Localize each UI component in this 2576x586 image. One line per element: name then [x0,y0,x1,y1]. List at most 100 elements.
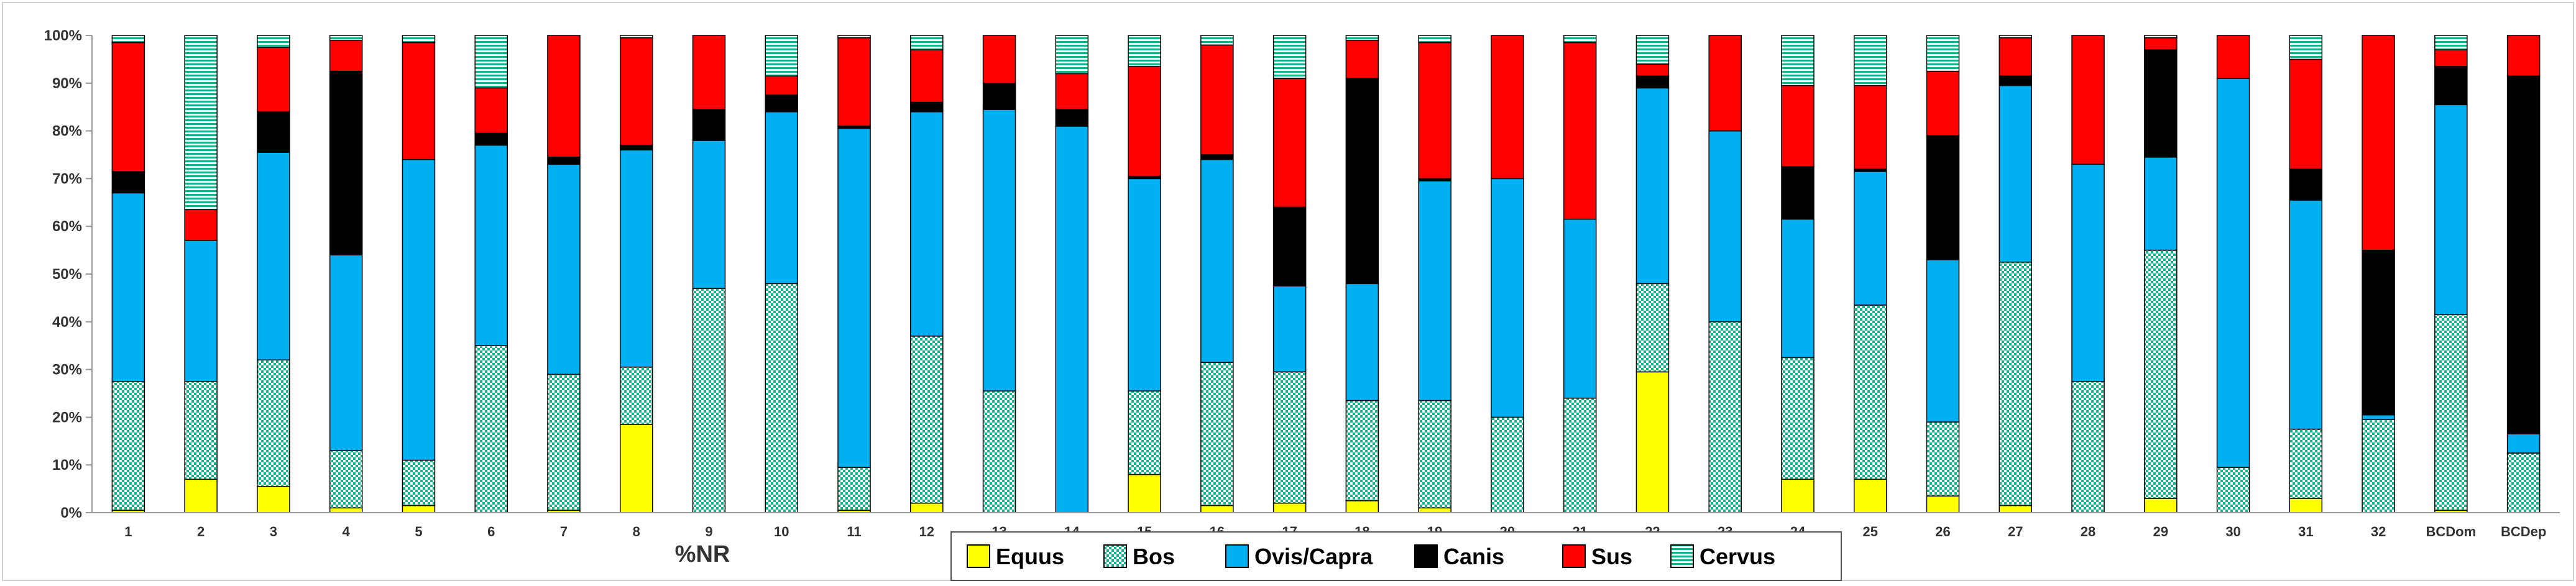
bar-segment-sus-29 [2144,37,2178,50]
bar-segment-ovis-capra-14 [1055,126,1089,513]
bar-segment-bos-29 [2144,249,2178,499]
bar-segment-cervus-3 [257,35,290,48]
bar-segment-ovis-capra-16 [1200,158,1234,363]
bar-segment-canis-31 [2289,168,2323,201]
bar-segment-ovis-capra-21 [1563,218,1597,399]
bar-segment-bos-1 [111,381,145,511]
bar-segment-ovis-capra-10 [765,111,799,285]
bar-segment-bos-bcdom [2434,314,2468,511]
bar-segment-ovis-capra-29 [2144,157,2178,251]
bar-segment-sus-20 [1491,35,1524,180]
bar-segment-bos-16 [1200,362,1234,506]
x-tick-label: 7 [560,524,568,539]
bar-segment-ovis-capra-18 [1345,283,1379,401]
bar-segment-bos-7 [547,373,581,511]
bar-segment-ovis-capra-31 [2289,199,2323,430]
bar-segment-sus-6 [474,87,508,134]
bar-segment-equus-22 [1635,371,1670,513]
bar-segment-bos-2 [184,381,218,480]
bar-segment-cervus-14 [1055,35,1089,75]
bar-segment-bos-bcdep [2506,452,2541,513]
bar-segment-bos-23 [1708,321,1742,513]
bar-segment-ovis-capra-bcdep [2506,433,2541,454]
x-tick-label: 32 [2371,524,2386,539]
bar-segment-bos-5 [402,459,436,506]
bar-segment-sus-16 [1200,44,1234,155]
bar-segment-cervus-12 [910,35,944,50]
x-tick-label: 9 [705,524,712,539]
bar-segment-sus-23 [1708,35,1742,132]
x-tick-label: 28 [2081,524,2095,539]
y-tick-label: 40% [52,314,82,331]
bar-segment-sus-13 [982,35,1016,84]
y-tick-label: 20% [52,409,82,426]
bar-segment-canis-9 [692,109,726,141]
bar-segment-ovis-capra-1 [111,192,145,382]
bar-segment-sus-32 [2362,35,2395,251]
bar-segment-cervus-1 [111,35,145,43]
bar-segment-sus-1 [111,42,145,172]
bar-segment-equus-24 [1781,478,1815,513]
bar-segment-sus-9 [692,35,726,110]
bar-segment-cervus-26 [1926,35,1960,72]
bar-segment-cervus-bcdom [2434,35,2468,50]
bar-segment-equus-27 [1999,505,2033,513]
bar-segment-cervus-31 [2289,35,2323,60]
bar-segment-cervus-27 [1999,35,2033,39]
bar-segment-cervus-25 [1853,35,1887,86]
x-tick-label: 10 [774,524,789,539]
bar-segment-cervus-8 [619,35,653,39]
x-tick-label: 25 [1862,524,1877,539]
bar-segment-sus-17 [1272,78,1307,208]
bar-segment-equus-16 [1200,505,1234,513]
bar-segment-sus-4 [329,39,363,72]
y-tick-label: 10% [52,457,82,474]
bar-segment-bos-9 [692,288,726,513]
bar-segment-canis-13 [982,83,1016,110]
legend-label-canis: Canis [1443,544,1504,569]
bar-segment-cervus-16 [1200,35,1234,46]
bar-segment-canis-6 [474,132,508,146]
x-tick-label: BCDom [2426,524,2477,539]
bar-segment-cervus-22 [1635,35,1670,65]
bar-segment-ovis-capra-20 [1491,178,1524,418]
bar-segment-bos-10 [765,283,799,513]
bar-segment-ovis-capra-24 [1781,218,1815,359]
bar-segment-sus-25 [1853,85,1887,170]
legend-swatch-ovis-capra [1225,544,1249,568]
bar-segment-sus-12 [910,49,944,103]
bar-segment-bos-18 [1345,400,1379,501]
bar-segment-ovis-capra-30 [2216,78,2250,468]
bar-segment-canis-26 [1926,135,1960,260]
bar-segment-sus-5 [402,42,436,160]
x-tick-label: 3 [270,524,277,539]
bar-segment-ovis-capra-22 [1635,87,1670,285]
bar-segment-cervus-4 [329,35,363,41]
bar-segment-ovis-capra-25 [1853,171,1887,306]
x-tick-label: BCDep [2501,524,2546,539]
bar-segment-canis-3 [257,111,290,153]
bar-segment-equus-31 [2289,498,2323,513]
bar-segment-bos-15 [1128,390,1161,475]
bar-segment-equus-4 [329,507,363,513]
x-tick-label: 29 [2153,524,2168,539]
bar-segment-canis-8 [619,144,653,151]
bar-segment-canis-32 [2362,249,2395,416]
y-tick-label: 60% [52,218,82,235]
bar-segment-ovis-capra-15 [1128,178,1161,391]
bar-segment-equus-3 [257,486,290,513]
bar-segment-equus-2 [184,478,218,513]
legend-label-ovis-capra: Ovis/Capra [1254,544,1373,569]
bar-segment-ovis-capra-19 [1418,180,1451,401]
bar-segment-canis-24 [1781,166,1815,220]
bar-segment-cervus-21 [1563,35,1597,43]
bar-segment-sus-11 [837,37,871,127]
x-tick-label: 2 [197,524,205,539]
bar-segment-sus-24 [1781,85,1815,167]
bar-segment-cervus-18 [1345,35,1379,41]
bar-segment-ovis-capra-23 [1708,130,1742,323]
x-tick-label: 11 [847,524,861,539]
y-axis: 0% 10% 20% 30% 40% 50% 60% 70% 80% 90% 100% [44,27,93,521]
bar-segment-ovis-capra-17 [1272,285,1307,373]
